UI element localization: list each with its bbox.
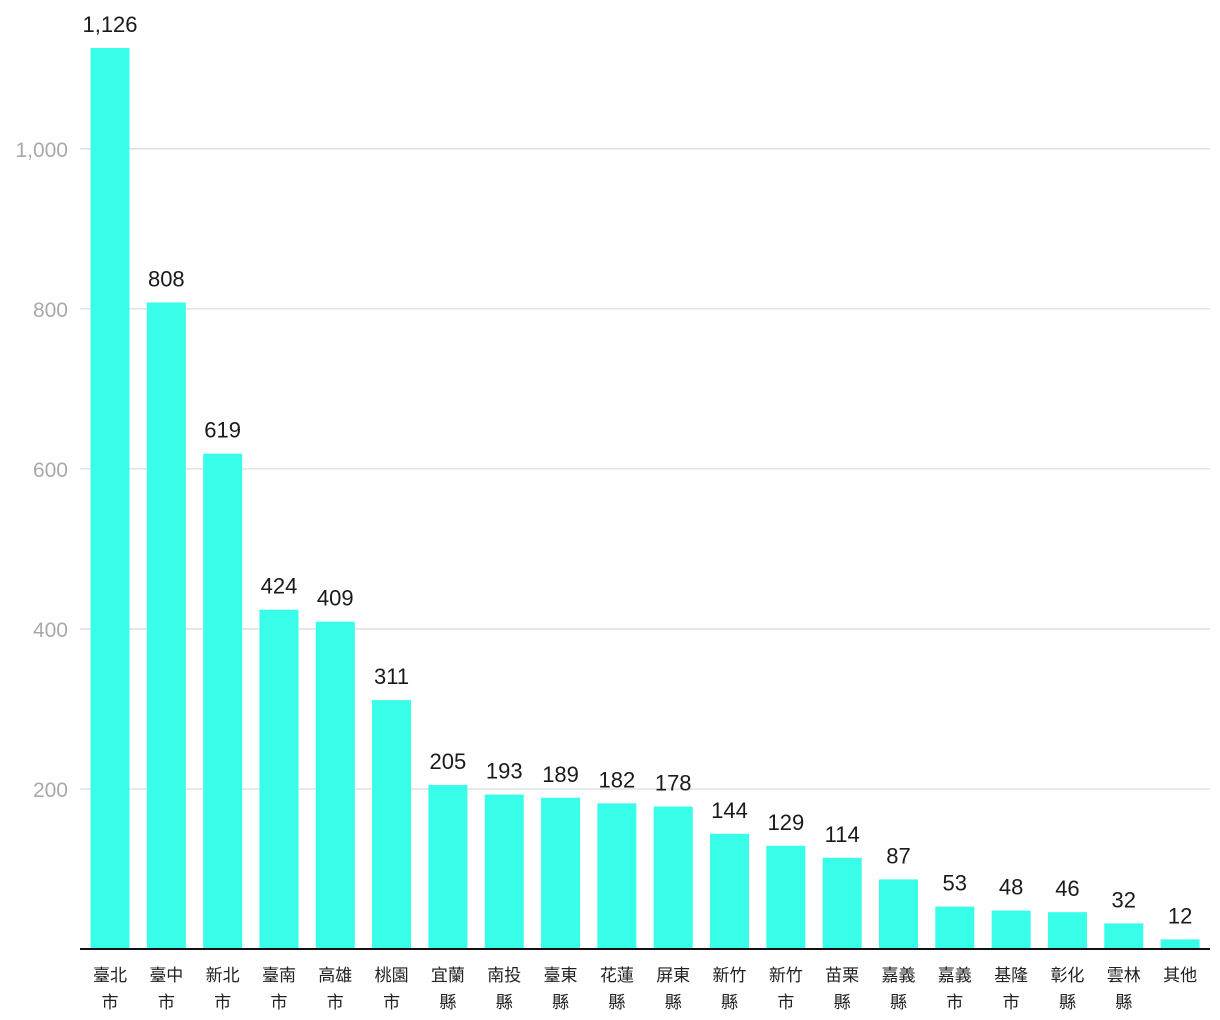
data-labels: 1,126 808 619 424 409 311 205 193 189 182 178 144 12…	[82, 12, 1192, 928]
x-tick-label: 嘉義縣	[881, 966, 915, 1013]
bar	[991, 910, 1031, 949]
x-tick-label: 基隆市	[994, 966, 1028, 1013]
bar	[146, 302, 186, 949]
bar	[1047, 912, 1087, 949]
x-tick-label: 宜蘭縣	[431, 966, 465, 1013]
x-tick-label: 新竹縣	[713, 966, 747, 1013]
data-label: 1,126	[82, 12, 137, 37]
x-tick-label: 屏東縣	[656, 966, 690, 1013]
bar	[653, 806, 693, 949]
data-label: 311	[374, 664, 409, 689]
bars	[90, 48, 1200, 949]
bar	[1104, 923, 1144, 949]
data-label: 193	[486, 759, 523, 784]
x-tick-label: 臺南市	[262, 966, 296, 1013]
bar	[878, 879, 918, 949]
x-tick-label: 南投縣	[487, 966, 521, 1013]
x-tick-label: 新北市	[206, 966, 240, 1013]
bar	[90, 48, 130, 949]
x-tick-label: 臺中市	[149, 966, 183, 1013]
y-axis-ticks: 200 400 600 800 1,000	[15, 139, 68, 802]
y-tick-label: 200	[33, 779, 68, 802]
x-tick-label: 其他	[1163, 966, 1197, 986]
data-label: 48	[999, 875, 1023, 900]
data-label: 144	[711, 798, 748, 823]
data-label: 87	[886, 843, 910, 868]
bar	[428, 784, 468, 949]
x-tick-label: 新竹市	[769, 966, 803, 1013]
bar	[822, 857, 862, 949]
y-tick-label: 400	[33, 619, 68, 642]
gridlines	[80, 148, 1210, 790]
bar	[1160, 939, 1200, 949]
data-label: 129	[767, 810, 804, 835]
data-label: 178	[655, 771, 692, 796]
data-label: 182	[599, 767, 636, 792]
bar	[484, 794, 524, 949]
data-label: 205	[430, 749, 467, 774]
data-label: 46	[1055, 876, 1079, 901]
bar	[203, 453, 243, 949]
data-label: 619	[204, 418, 241, 443]
data-label: 189	[542, 762, 579, 787]
data-label: 424	[261, 574, 298, 599]
x-tick-label: 高雄市	[318, 966, 352, 1013]
x-tick-label: 苗栗縣	[825, 966, 859, 1013]
data-label: 114	[825, 822, 860, 847]
x-tick-label: 雲林縣	[1107, 966, 1141, 1013]
bar	[315, 621, 355, 949]
bar	[766, 845, 806, 949]
data-label: 409	[317, 586, 354, 611]
data-label: 12	[1168, 903, 1192, 928]
x-tick-label: 臺北市	[93, 966, 127, 1013]
data-label: 32	[1112, 887, 1136, 912]
x-tick-label: 桃園市	[375, 966, 409, 1013]
y-tick-label: 600	[33, 459, 68, 482]
bar	[259, 609, 299, 949]
x-tick-label: 花蓮縣	[600, 966, 634, 1013]
bar	[935, 906, 975, 949]
x-axis-labels: 臺北市臺中市新北市臺南市高雄市桃園市宜蘭縣南投縣臺東縣花蓮縣屏東縣新竹縣新竹市苗…	[93, 966, 1197, 1013]
bar	[597, 803, 637, 949]
x-tick-label: 嘉義市	[938, 966, 972, 1013]
data-label: 808	[148, 266, 185, 291]
data-label: 53	[943, 871, 967, 896]
y-tick-label: 800	[33, 299, 68, 322]
bar	[372, 700, 412, 949]
x-tick-label: 臺東縣	[544, 966, 578, 1013]
y-tick-label: 1,000	[15, 139, 68, 162]
bar	[541, 797, 581, 949]
x-tick-label: 彰化縣	[1050, 966, 1084, 1013]
bar	[710, 833, 750, 949]
